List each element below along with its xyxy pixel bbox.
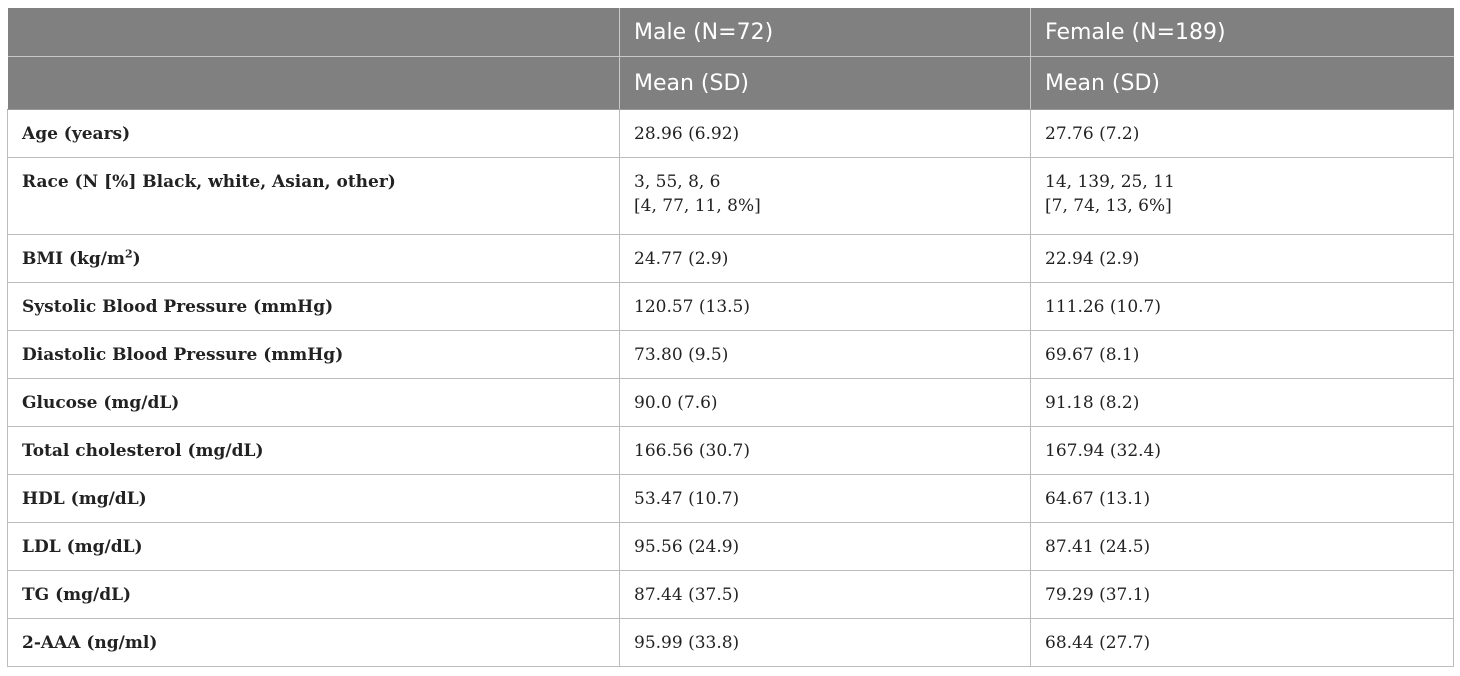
table-row: LDL (mg/dL) 95.56 (24.9) 87.41 (24.5) bbox=[7, 522, 1454, 571]
male-value: 87.44 (37.5) bbox=[619, 570, 1031, 619]
subheader-row: Mean (SD) Mean (SD) bbox=[7, 56, 1454, 110]
row-label: Age (years) bbox=[7, 109, 620, 158]
header-cell-male: Male (N=72) bbox=[619, 8, 1031, 57]
male-value: 24.77 (2.9) bbox=[619, 234, 1031, 283]
table-row: BMI (kg/m2) 24.77 (2.9) 22.94 (2.9) bbox=[7, 234, 1454, 283]
row-label: Race (N [%] Black, white, Asian, other) bbox=[7, 157, 620, 235]
subheader-cell-empty bbox=[7, 56, 620, 110]
table-header: Male (N=72) Female (N=189) Mean (SD) Mea… bbox=[7, 8, 1454, 110]
subheader-cell-male: Mean (SD) bbox=[619, 56, 1031, 110]
table-row: Age (years) 28.96 (6.92) 27.76 (7.2) bbox=[7, 109, 1454, 158]
table-row: HDL (mg/dL) 53.47 (10.7) 64.67 (13.1) bbox=[7, 474, 1454, 523]
row-label-suffix: ) bbox=[132, 249, 141, 269]
row-label-superscript: 2 bbox=[124, 247, 133, 261]
header-cell-female: Female (N=189) bbox=[1030, 8, 1454, 57]
female-value: 22.94 (2.9) bbox=[1030, 234, 1454, 283]
male-value: 73.80 (9.5) bbox=[619, 330, 1031, 379]
row-label: 2-AAA (ng/ml) bbox=[7, 618, 620, 667]
female-value-percents: [7, 74, 13, 6%] bbox=[1045, 196, 1172, 216]
female-value: 27.76 (7.2) bbox=[1030, 109, 1454, 158]
table-row: Race (N [%] Black, white, Asian, other) … bbox=[7, 157, 1454, 235]
row-label: Diastolic Blood Pressure (mmHg) bbox=[7, 330, 620, 379]
male-value: 95.56 (24.9) bbox=[619, 522, 1031, 571]
header-cell-empty bbox=[7, 8, 620, 57]
female-value: 111.26 (10.7) bbox=[1030, 282, 1454, 331]
row-label-prefix: BMI (kg/m bbox=[22, 249, 125, 269]
female-value: 91.18 (8.2) bbox=[1030, 378, 1454, 427]
row-label: Systolic Blood Pressure (mmHg) bbox=[7, 282, 620, 331]
table-row: Glucose (mg/dL) 90.0 (7.6) 91.18 (8.2) bbox=[7, 378, 1454, 427]
female-value: 68.44 (27.7) bbox=[1030, 618, 1454, 667]
row-label: TG (mg/dL) bbox=[7, 570, 620, 619]
data-table: Male (N=72) Female (N=189) Mean (SD) Mea… bbox=[7, 8, 1454, 667]
table-row: TG (mg/dL) 87.44 (37.5) 79.29 (37.1) bbox=[7, 570, 1454, 619]
female-value: 79.29 (37.1) bbox=[1030, 570, 1454, 619]
male-value: 120.57 (13.5) bbox=[619, 282, 1031, 331]
male-value: 90.0 (7.6) bbox=[619, 378, 1031, 427]
table-body: Age (years) 28.96 (6.92) 27.76 (7.2) Rac… bbox=[7, 109, 1454, 667]
male-value: 3, 55, 8, 6 [4, 77, 11, 8%] bbox=[619, 157, 1031, 235]
row-label: Total cholesterol (mg/dL) bbox=[7, 426, 620, 475]
female-value: 167.94 (32.4) bbox=[1030, 426, 1454, 475]
table-row: Systolic Blood Pressure (mmHg) 120.57 (1… bbox=[7, 282, 1454, 331]
male-value-percents: [4, 77, 11, 8%] bbox=[634, 196, 761, 216]
male-value: 28.96 (6.92) bbox=[619, 109, 1031, 158]
table-row: Diastolic Blood Pressure (mmHg) 73.80 (9… bbox=[7, 330, 1454, 379]
female-value: 87.41 (24.5) bbox=[1030, 522, 1454, 571]
table-row: Total cholesterol (mg/dL) 166.56 (30.7) … bbox=[7, 426, 1454, 475]
male-value-counts: 3, 55, 8, 6 bbox=[634, 172, 721, 192]
female-value: 64.67 (13.1) bbox=[1030, 474, 1454, 523]
male-value: 53.47 (10.7) bbox=[619, 474, 1031, 523]
male-value: 95.99 (33.8) bbox=[619, 618, 1031, 667]
female-value: 14, 139, 25, 11 [7, 74, 13, 6%] bbox=[1030, 157, 1454, 235]
header-row: Male (N=72) Female (N=189) bbox=[7, 8, 1454, 57]
subheader-cell-female: Mean (SD) bbox=[1030, 56, 1454, 110]
row-label: LDL (mg/dL) bbox=[7, 522, 620, 571]
male-value: 166.56 (30.7) bbox=[619, 426, 1031, 475]
row-label: HDL (mg/dL) bbox=[7, 474, 620, 523]
row-label: Glucose (mg/dL) bbox=[7, 378, 620, 427]
table-row: 2-AAA (ng/ml) 95.99 (33.8) 68.44 (27.7) bbox=[7, 618, 1454, 667]
row-label: BMI (kg/m2) bbox=[7, 234, 620, 283]
female-value: 69.67 (8.1) bbox=[1030, 330, 1454, 379]
female-value-counts: 14, 139, 25, 11 bbox=[1045, 172, 1175, 192]
